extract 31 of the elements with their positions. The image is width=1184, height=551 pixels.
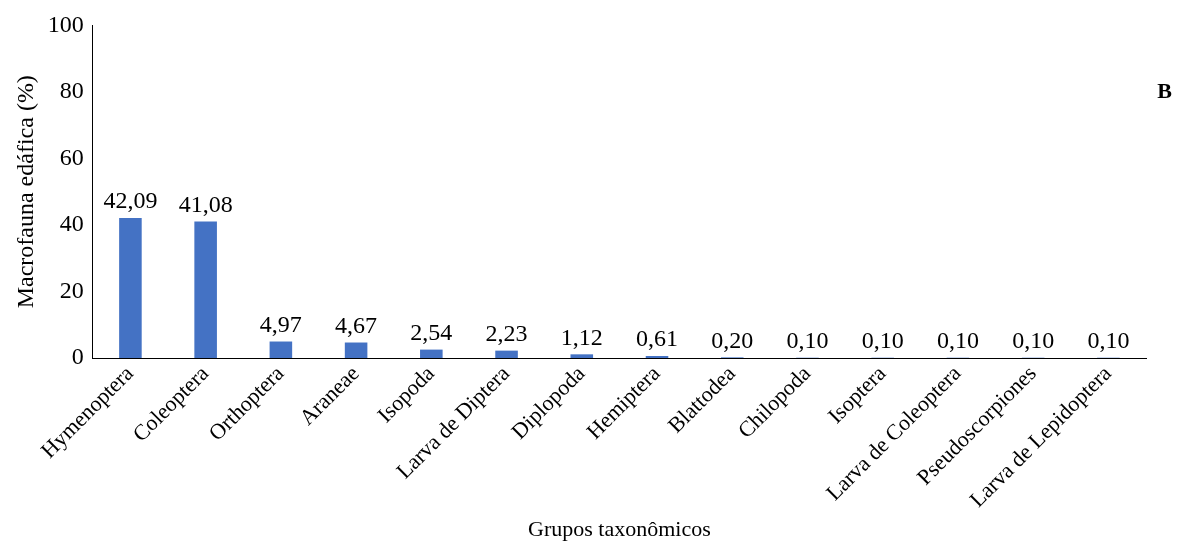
text: B (1157, 77, 1173, 103)
bar (495, 350, 518, 359)
bar (344, 342, 368, 359)
y-tick-label: 60 (59, 143, 84, 170)
bar (570, 354, 594, 359)
x-axis-title: Grupos taxonômicos (528, 515, 711, 541)
bar (645, 356, 669, 359)
bar (269, 341, 293, 359)
y-axis-title: Macrofauna edáfica (%) (11, 75, 38, 309)
data-label: 41,08 (178, 190, 233, 217)
data-label: 4,67 (335, 311, 378, 338)
y-tick-label: 0 (71, 343, 84, 370)
data-label: 0,61 (636, 325, 679, 352)
data-label: 4,97 (259, 310, 302, 337)
y-tick-label: 100 (47, 10, 84, 37)
data-label: 0,10 (786, 327, 829, 354)
data-label: 0,20 (711, 326, 754, 353)
bar (119, 218, 142, 359)
bar (420, 349, 443, 359)
data-label: 0,10 (936, 327, 979, 354)
y-tick-label: 20 (59, 276, 84, 303)
data-label: 0,10 (1087, 327, 1130, 354)
data-label: 0,10 (1012, 327, 1055, 354)
y-tick-label: 80 (59, 77, 84, 104)
data-label: 2,54 (410, 318, 453, 345)
data-label: 1,12 (560, 323, 603, 350)
bar (194, 221, 217, 359)
data-label: 0,10 (861, 327, 904, 354)
data-label: 2,23 (485, 319, 528, 346)
data-label: 42,09 (103, 187, 158, 214)
y-tick-label: 40 (59, 210, 84, 237)
